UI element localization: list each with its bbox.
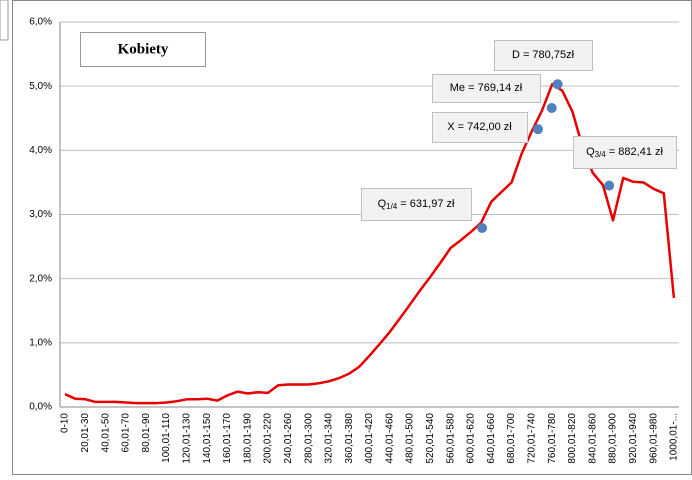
quantile-marker — [532, 124, 543, 135]
chart-title: Kobiety — [118, 41, 169, 57]
x-tick-label: 960,01-980 — [648, 413, 659, 464]
quantile-marker — [604, 180, 615, 191]
x-tick-label: 400,01-420 — [364, 413, 375, 464]
annotation-box — [494, 40, 593, 71]
data-line — [64, 82, 676, 405]
x-tick-label: 1000,01-... — [669, 413, 680, 461]
annotation-text: = 882,41 zł — [606, 146, 664, 158]
x-tick-label: 0-10 — [60, 413, 71, 433]
x-tick-label: 80,01-90 — [141, 413, 152, 453]
y-tick-label: 6,0% — [29, 17, 52, 28]
annotation-text: Q — [586, 146, 595, 158]
x-tick-label: 440,01-460 — [384, 413, 395, 464]
x-tick-label: 100,01-110 — [161, 413, 172, 463]
annotation-box — [432, 112, 528, 143]
annotation-box — [432, 74, 541, 103]
x-tick-label: 40,01-50 — [100, 413, 111, 453]
x-tick-label: 60,01-70 — [121, 413, 132, 453]
x-tick-label: 840,01-860 — [587, 413, 598, 464]
x-tick-label: 120,01-130 — [181, 413, 192, 464]
chart-frame — [12, 0, 692, 475]
y-tick-label: 5,0% — [29, 81, 52, 92]
x-tick-label: 640,01-660 — [486, 413, 497, 464]
x-tick-label: 240,01-260 — [283, 413, 294, 464]
y-tick-label: 1,0% — [29, 337, 52, 348]
annotation-label: Q1/4 = 631,97 zł — [378, 198, 455, 211]
title-box — [80, 32, 206, 67]
x-tick-label: 140,01-150 — [202, 413, 213, 464]
x-tick-label: 520,01-540 — [425, 413, 436, 464]
edge-box — [0, 0, 9, 41]
annotation-box — [361, 188, 472, 221]
x-tick-label: 720,01-740 — [527, 413, 538, 464]
annotation-box — [573, 136, 677, 169]
x-tick-label: 560,01-580 — [445, 413, 456, 464]
annotation-text: Q — [378, 198, 387, 210]
x-tick-label: 200,01-220 — [263, 413, 274, 464]
annotation-label: Q3/4 = 882,41 zł — [586, 146, 663, 159]
annotation-text: Me = 769,14 zł — [450, 82, 523, 94]
annotation-subscript: 3/4 — [595, 150, 607, 159]
x-tick-label: 280,01-300 — [303, 413, 314, 464]
x-tick-label: 160,01-170 — [222, 413, 233, 464]
x-tick-label: 880,01-900 — [608, 413, 619, 464]
y-tick-label: 3,0% — [29, 209, 52, 220]
x-tick-label: 360,01-380 — [344, 413, 355, 464]
annotation-label: Me = 769,14 zł — [450, 82, 523, 94]
quantile-marker — [546, 102, 557, 113]
x-tick-label: 920,01-940 — [628, 413, 639, 464]
annotation-label: X = 742,00 zł — [447, 121, 512, 133]
annotation-text: X = 742,00 zł — [447, 121, 512, 133]
x-tick-label: 760,01-780 — [547, 413, 558, 464]
x-tick-label: 600,01-620 — [466, 413, 477, 464]
x-tick-label: 800,01-820 — [567, 413, 578, 464]
annotation-text: D = 780,75zł — [512, 49, 575, 61]
x-tick-label: 180,01-190 — [242, 413, 253, 464]
x-tick-label: 680,01-700 — [506, 413, 517, 464]
x-tick-label: 320,01-340 — [324, 413, 335, 464]
annotation-label: D = 780,75zł — [512, 49, 575, 61]
quantile-marker — [552, 79, 563, 90]
y-tick-label: 2,0% — [29, 273, 52, 284]
y-tick-label: 4,0% — [29, 145, 52, 156]
annotation-text: = 631,97 zł — [397, 198, 455, 210]
y-tick-label: 0,0% — [29, 402, 52, 413]
x-tick-label: 480,01-500 — [405, 413, 416, 464]
annotation-subscript: 1/4 — [386, 202, 398, 211]
x-tick-label: 20,01-30 — [80, 413, 91, 453]
quantile-marker — [477, 222, 488, 233]
